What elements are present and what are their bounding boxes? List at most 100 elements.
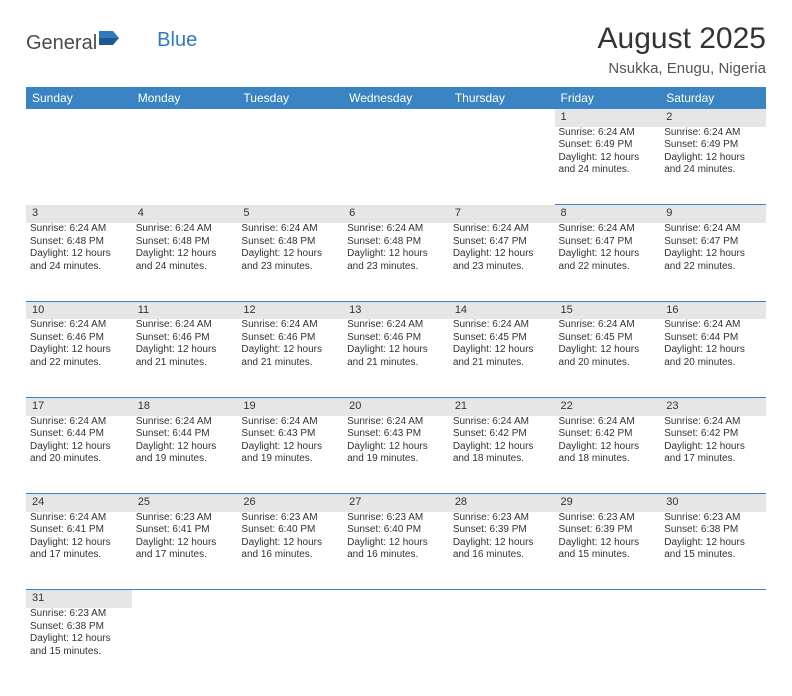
day-info-line: and 21 minutes. [347, 357, 445, 370]
day-info-line: Sunrise: 6:24 AM [30, 416, 128, 429]
day-cell: Sunrise: 6:24 AMSunset: 6:49 PMDaylight:… [555, 127, 661, 205]
day-info-line: and 18 minutes. [453, 453, 551, 466]
day-info-line: and 24 minutes. [30, 261, 128, 274]
day-info-line: and 21 minutes. [453, 357, 551, 370]
day-cell [132, 608, 238, 686]
day-cell: Sunrise: 6:24 AMSunset: 6:46 PMDaylight:… [343, 319, 449, 397]
day-info-line: Daylight: 12 hours [559, 344, 657, 357]
day-info-line: Sunrise: 6:24 AM [347, 223, 445, 236]
day-info-line: Sunrise: 6:24 AM [559, 223, 657, 236]
day-info-line: Sunrise: 6:24 AM [241, 416, 339, 429]
week-row: Sunrise: 6:24 AMSunset: 6:44 PMDaylight:… [26, 416, 766, 494]
day-number-cell: 10 [26, 301, 132, 319]
day-info-line: Sunrise: 6:24 AM [453, 223, 551, 236]
day-info-line: Sunset: 6:44 PM [664, 332, 762, 345]
day-info-line: and 16 minutes. [453, 549, 551, 562]
day-info-line: Sunset: 6:43 PM [347, 428, 445, 441]
day-number-cell: 4 [132, 205, 238, 223]
logo-text-blue: Blue [157, 29, 197, 52]
day-info-line: Daylight: 12 hours [453, 441, 551, 454]
day-info-line: Sunset: 6:42 PM [453, 428, 551, 441]
day-number-cell: 27 [343, 494, 449, 512]
day-info-line: Daylight: 12 hours [664, 537, 762, 550]
day-cell [449, 608, 555, 686]
day-info-line: Daylight: 12 hours [559, 441, 657, 454]
day-info-line: Sunrise: 6:24 AM [453, 416, 551, 429]
day-cell: Sunrise: 6:24 AMSunset: 6:42 PMDaylight:… [555, 416, 661, 494]
day-info-line: Sunset: 6:44 PM [30, 428, 128, 441]
day-info-line: and 24 minutes. [136, 261, 234, 274]
day-number-cell: 26 [237, 494, 343, 512]
day-info-line: Daylight: 12 hours [30, 441, 128, 454]
day-info-line: Sunrise: 6:24 AM [30, 223, 128, 236]
day-info-line: Daylight: 12 hours [241, 248, 339, 261]
day-info-line: Sunset: 6:40 PM [347, 524, 445, 537]
day-number-cell: 30 [660, 494, 766, 512]
day-cell: Sunrise: 6:23 AMSunset: 6:41 PMDaylight:… [132, 512, 238, 590]
day-cell: Sunrise: 6:24 AMSunset: 6:45 PMDaylight:… [555, 319, 661, 397]
day-info-line: Sunset: 6:44 PM [136, 428, 234, 441]
day-number-cell: 24 [26, 494, 132, 512]
day-info-line: Sunset: 6:48 PM [30, 236, 128, 249]
day-info-line: Sunrise: 6:24 AM [664, 127, 762, 140]
day-info-line: Daylight: 12 hours [136, 248, 234, 261]
day-number-row: 31 [26, 590, 766, 608]
day-info-line: Daylight: 12 hours [664, 441, 762, 454]
day-info-line: Sunset: 6:46 PM [241, 332, 339, 345]
day-number-cell: 17 [26, 397, 132, 415]
day-cell: Sunrise: 6:23 AMSunset: 6:40 PMDaylight:… [343, 512, 449, 590]
day-number-cell: 11 [132, 301, 238, 319]
day-number-cell [660, 590, 766, 608]
day-info-line: Daylight: 12 hours [453, 248, 551, 261]
day-info-line: and 17 minutes. [136, 549, 234, 562]
day-info-line: Sunrise: 6:24 AM [136, 416, 234, 429]
day-info-line: and 19 minutes. [241, 453, 339, 466]
day-info-line: Daylight: 12 hours [30, 633, 128, 646]
day-cell: Sunrise: 6:24 AMSunset: 6:48 PMDaylight:… [132, 223, 238, 301]
day-info-line: Sunrise: 6:23 AM [241, 512, 339, 525]
day-info-line: Daylight: 12 hours [30, 344, 128, 357]
day-info-line: and 23 minutes. [241, 261, 339, 274]
day-info-line: and 19 minutes. [136, 453, 234, 466]
day-number-cell [132, 590, 238, 608]
day-info-line: and 19 minutes. [347, 453, 445, 466]
day-info-line: Sunrise: 6:24 AM [664, 416, 762, 429]
day-number-cell: 16 [660, 301, 766, 319]
day-cell: Sunrise: 6:24 AMSunset: 6:47 PMDaylight:… [660, 223, 766, 301]
day-number-cell: 31 [26, 590, 132, 608]
day-cell: Sunrise: 6:24 AMSunset: 6:43 PMDaylight:… [343, 416, 449, 494]
day-info-line: Sunset: 6:38 PM [664, 524, 762, 537]
day-number-cell: 28 [449, 494, 555, 512]
day-number-cell: 7 [449, 205, 555, 223]
day-info-line: and 22 minutes. [559, 261, 657, 274]
day-info-line: and 17 minutes. [30, 549, 128, 562]
day-cell [237, 127, 343, 205]
day-cell: Sunrise: 6:24 AMSunset: 6:46 PMDaylight:… [132, 319, 238, 397]
day-info-line: Sunrise: 6:24 AM [559, 319, 657, 332]
weekday-header: Tuesday [237, 87, 343, 109]
day-info-line: Sunrise: 6:24 AM [347, 416, 445, 429]
day-cell: Sunrise: 6:24 AMSunset: 6:42 PMDaylight:… [449, 416, 555, 494]
day-info-line: and 20 minutes. [30, 453, 128, 466]
day-number-cell: 25 [132, 494, 238, 512]
day-info-line: Sunrise: 6:23 AM [664, 512, 762, 525]
day-info-line: Sunset: 6:45 PM [559, 332, 657, 345]
day-number-cell [449, 590, 555, 608]
day-info-line: Sunrise: 6:24 AM [559, 416, 657, 429]
logo-flag-icon [99, 28, 119, 51]
weekday-header: Friday [555, 87, 661, 109]
weekday-header: Saturday [660, 87, 766, 109]
day-cell [237, 608, 343, 686]
header: General Blue August 2025 Nsukka, Enugu, … [26, 22, 766, 77]
day-info-line: Sunrise: 6:23 AM [559, 512, 657, 525]
day-number-cell: 29 [555, 494, 661, 512]
day-cell: Sunrise: 6:23 AMSunset: 6:38 PMDaylight:… [660, 512, 766, 590]
day-info-line: Sunrise: 6:24 AM [241, 319, 339, 332]
day-info-line: Sunset: 6:47 PM [453, 236, 551, 249]
day-cell: Sunrise: 6:24 AMSunset: 6:44 PMDaylight:… [132, 416, 238, 494]
day-info-line: Daylight: 12 hours [453, 344, 551, 357]
day-info-line: Sunset: 6:46 PM [136, 332, 234, 345]
day-number-cell: 19 [237, 397, 343, 415]
day-info-line: Sunrise: 6:24 AM [453, 319, 551, 332]
day-info-line: and 22 minutes. [30, 357, 128, 370]
